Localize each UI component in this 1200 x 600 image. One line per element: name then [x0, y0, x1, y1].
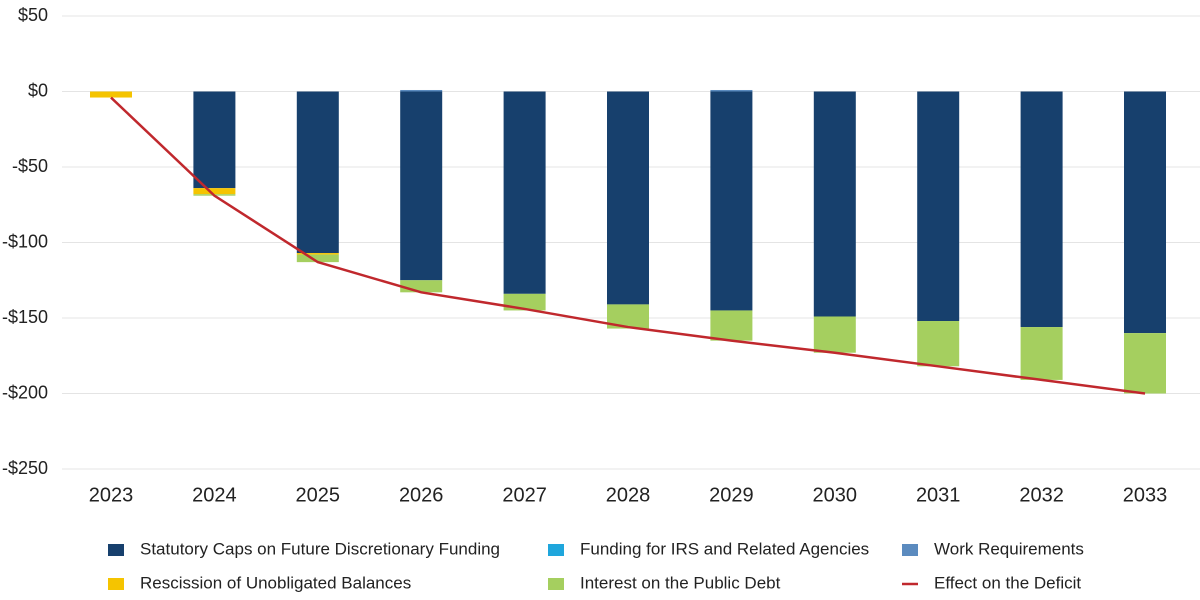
x-tick-label: 2031: [916, 484, 961, 506]
legend-label: Interest on the Public Debt: [580, 573, 781, 592]
y-tick-label: $50: [18, 5, 48, 25]
bar-segment: [296, 91, 339, 254]
bar-segment: [400, 91, 443, 281]
x-tick-label: 2024: [192, 484, 237, 506]
bar-segment: [813, 91, 856, 317]
bar-segment: [813, 316, 856, 353]
bar-segment: [1124, 91, 1166, 334]
bar-segment: [917, 91, 960, 322]
bar-segment: [503, 91, 546, 294]
legend-swatch: [108, 578, 124, 590]
legend-swatch: [548, 578, 564, 590]
x-tick-label: 2025: [296, 484, 341, 506]
x-tick-label: 2030: [813, 484, 858, 506]
y-tick-label: -$200: [2, 382, 48, 402]
x-tick-label: 2023: [89, 484, 134, 506]
bar-segment: [193, 91, 236, 189]
legend-swatch: [108, 544, 124, 556]
bar-segment: [710, 91, 753, 311]
bar-segment: [193, 188, 236, 195]
x-tick-label: 2033: [1123, 484, 1168, 506]
x-tick-label: 2029: [709, 484, 754, 506]
legend-label: Effect on the Deficit: [934, 573, 1081, 592]
bar-segment: [607, 91, 649, 305]
x-tick-label: 2032: [1019, 484, 1064, 506]
bar-segment: [296, 253, 339, 255]
line-series: [110, 96, 1146, 395]
bar-segment: [710, 310, 753, 341]
bar-segment: [400, 280, 443, 293]
bar-segment: [917, 321, 960, 367]
y-tick-label: -$250: [2, 458, 48, 478]
x-tick-label: 2026: [399, 484, 444, 506]
y-tick-label: -$150: [2, 307, 48, 327]
bar-segment: [400, 89, 443, 92]
legend-swatch: [548, 544, 564, 556]
bar-segment: [1020, 91, 1063, 328]
legend-swatch: [902, 544, 918, 556]
legend-label: Work Requirements: [934, 539, 1084, 558]
x-tick-label: 2028: [606, 484, 651, 506]
y-tick-label: $0: [28, 80, 48, 100]
y-tick-label: -$50: [12, 156, 48, 176]
legend-label: Statutory Caps on Future Discretionary F…: [140, 539, 500, 558]
bar-segment: [296, 254, 339, 263]
legend-label: Rescission of Unobligated Balances: [140, 573, 411, 592]
x-tick-label: 2027: [502, 484, 547, 506]
bar-segment: [710, 89, 753, 92]
bar-segment: [90, 91, 132, 98]
bar-segment: [1020, 327, 1063, 380]
legend-label: Funding for IRS and Related Agencies: [580, 539, 869, 558]
y-tick-label: -$100: [2, 231, 48, 251]
bar-segment: [1124, 333, 1166, 394]
